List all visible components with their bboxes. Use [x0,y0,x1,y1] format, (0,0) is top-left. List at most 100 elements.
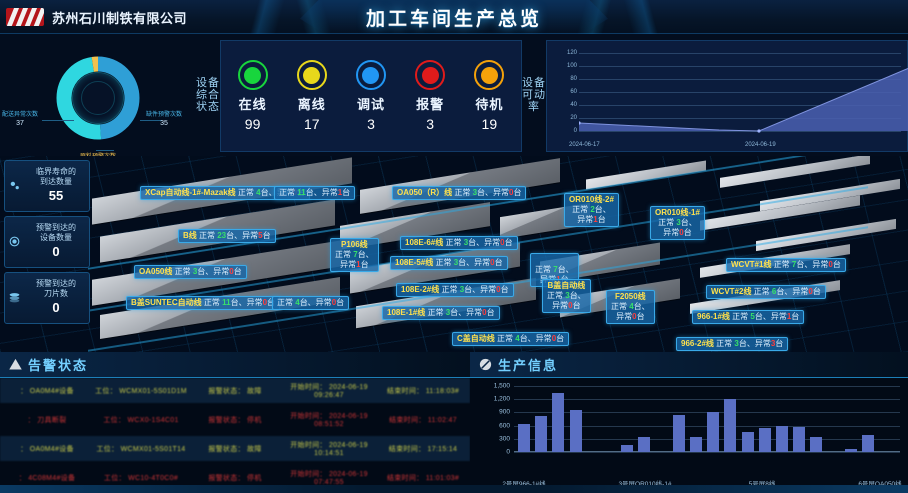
metric-label-warned-blades: 预警到达的 刀片数 [36,278,76,299]
alarm-panel-header: 告警状态 [0,352,470,378]
production-line-tag[interactable]: B盖自动线 正常 3台、 异常0台 [542,279,591,313]
availability-vtitle-text: 设备可动率 [522,77,546,113]
bar[interactable] [638,436,651,452]
production-line-tag[interactable]: 108E-6#线 正常 3台、异常0台 [400,236,518,250]
alarm-cell: 工位： WCMX01-5S01T14 [96,445,186,453]
production-line-tag[interactable]: 正常 11台、异常1台 [274,186,356,200]
alarm-table[interactable]: ： OA0M4#设备 工位： WCMX01-5S01D1M 报警状态： 故障 开始时间… [0,378,470,493]
alarm-cell: ： 4C08M4#设备 [18,474,76,482]
bar[interactable] [776,425,788,452]
production-line-tag[interactable]: 正常 4台、异常0台 [272,296,350,310]
production-panel-header: 生产信息 [470,352,908,378]
bar-ytick: 900 [499,408,510,416]
status-label-alarm: 报警 [416,97,445,112]
status-value-online: 99 [244,116,261,132]
metric-label-critical-life: 临界寿命的 到达数量 [36,166,76,187]
status-item-online[interactable]: 在线 99 [225,60,281,132]
metric-value-critical-life: 55 [48,188,64,204]
bar[interactable] [672,414,685,452]
metric-value-warned-devices: 0 [52,244,60,260]
alarm-cell: 开始时间： 2024-06-19 10:14:51 [290,442,368,457]
production-line-tag[interactable]: OA050（R）线 正常 3台、异常0台 [392,186,527,200]
alarm-cell: 结束时间： 11:18:03# [386,387,460,395]
status-value-offline: 17 [303,116,320,132]
alarm-cell: 开始时间： 2024-06-19 08:51:52 [290,413,368,428]
bar-ytick: 1,200 [493,395,510,403]
alarm-cell: 结束时间： 17:15:14 [388,445,458,453]
metric-value-warned-blades: 0 [52,300,60,316]
bar-xtick: 5号屏8线 [749,478,776,488]
bar-gridline [514,412,900,414]
metric-card-warned-blades[interactable]: 预警到达的 刀片数 0 [4,272,90,324]
availability-plot: 120 100 80 60 40 20 0 [547,45,908,134]
alarm-row[interactable]: ： OA0M4#设备 工位： WCMX01-5S01T14 报警状态： 故障 开始时间… [0,436,470,461]
status-item-alarm[interactable]: 报警 3 [402,60,458,132]
production-line-tag[interactable]: 108E-5#线 正常 3台、异常0台 [390,256,508,270]
offline-indicator-icon [296,60,327,90]
status-item-standby[interactable]: 待机 19 [461,60,517,132]
status-label-standby: 待机 [475,97,504,112]
donut-value-missing: 35 [160,120,168,128]
gears-icon [10,181,19,190]
production-line-tag[interactable]: B线 正常 23台、异常5台 [178,229,276,243]
status-value-alarm: 3 [426,116,435,132]
alarm-cell: 开始时间： 2024-06-19 07:47:55 [290,471,368,486]
factory-floor-3d[interactable]: 临界寿命的 到达数量 55 预警到达的 设备数量 0 预警到达的 刀片数 0 XCap… [0,156,908,352]
exception-donut-chart: 配送异常次数 37 缺件预警次数 35 原料预警次数 0 [0,34,196,169]
device-status-vtitle: 设备综合状态 [196,40,220,152]
alarm-row[interactable]: ： 4C08M4#设备 工位： WC10-4T0C0# 报警状态： 停机 开始时间： … [0,465,470,490]
bar[interactable] [862,435,874,452]
production-line-tag[interactable]: WCVT#1线 正常 7台、异常0台 [726,258,846,272]
production-line-tag[interactable]: 108E-1#线 正常 3台、异常0台 [382,306,500,320]
bar[interactable] [518,423,530,452]
company-name: 苏州石川制铁有限公司 [52,11,188,26]
alarm-row[interactable]: ： 刀具断裂 工位： WCX0-1S4C01 报警状态： 停机 开始时间： 2024-… [0,407,470,432]
bar[interactable] [793,426,806,452]
bar[interactable] [741,431,754,452]
status-label-online: 在线 [238,97,267,112]
production-bar-chart[interactable]: 0 300 600 900 1,200 1,500 2号屏966-1#线 3号屏OR010线-… [470,378,908,493]
alarm-cell: ： OA0M4#设备 [20,387,74,395]
bar[interactable] [690,437,702,452]
status-item-offline[interactable]: 离线 17 [284,60,340,132]
donut-label-missing-text: 缺件预警次数 [146,112,183,119]
production-line-tag[interactable]: 108E-2#线 正常 3台、异常0台 [396,283,514,297]
alarm-cell: 工位： WC10-4T0C0# [103,474,179,482]
bar[interactable] [707,411,720,452]
donut-label-delivery-text: 配送异常次数 [2,112,39,119]
production-line-tag[interactable]: WCVT#2线 正常 6台、异常0台 [706,285,826,299]
production-line-tag[interactable]: OR010线-1# 正常 3台、 异常0台 [650,206,705,240]
bar[interactable] [621,444,634,452]
alarm-status-panel: 告警状态 ： OA0M4#设备 工位： WCMX01-5S01D1M 报警状态： 故… [0,352,470,493]
bar[interactable] [535,416,548,452]
bar[interactable] [844,449,857,452]
donut-value-delivery: 37 [16,120,24,128]
bar[interactable] [758,428,771,452]
avail-ytick-60: 60 [570,89,577,95]
title-frame [300,0,608,34]
production-line-tag[interactable]: OA050线 正常 3台、异常0台 [134,265,247,279]
alarm-cell: 报警状态： 停机 [208,474,262,482]
metric-card-warned-devices[interactable]: 预警到达的 设备数量 0 [4,216,90,268]
bar[interactable] [552,393,565,452]
metric-card-warned-blades-text: 预警到达的 刀片数 0 [23,279,89,318]
production-line-tag[interactable]: 966-1#线 正常 5台、异常1台 [692,310,805,324]
production-line-tag[interactable]: C盖自动线 正常 4台、异常0台 [452,332,570,346]
bar[interactable] [724,398,737,452]
production-line-tag[interactable]: OR010线-2# 正常 2台、 异常1台 [564,193,619,227]
avail-xtick-start: 2024-06-17 [569,142,600,148]
production-line-tag[interactable]: B盖SUNTEC自动线 正常 11台、异常0台 [126,296,281,310]
alarm-row[interactable]: ： OA0M4#设备 工位： WCMX01-5S01D1M 报警状态： 故障 开始时间… [0,378,470,403]
device-status-panel: 设备综合状态 在线 99 离线 17 调试 3 [196,40,522,152]
alarm-panel-title: 告警状态 [28,358,89,373]
avail-ytick-20: 20 [570,115,577,121]
bar[interactable] [810,437,823,452]
status-item-debug[interactable]: 调试 3 [343,60,399,132]
metric-card-critical-life[interactable]: 临界寿命的 到达数量 55 [4,160,90,212]
production-line-tag[interactable]: 966-2#线 正常 3台、异常3台 [676,337,789,351]
bar-ytick: 1,500 [493,382,510,390]
bar[interactable] [569,409,582,452]
production-line-tag[interactable]: F2050线 正常 4台、 异常0台 [606,290,655,324]
donut-leader-right [140,120,162,121]
production-line-tag[interactable]: P106线 正常 7台、 异常1台 [330,238,379,272]
